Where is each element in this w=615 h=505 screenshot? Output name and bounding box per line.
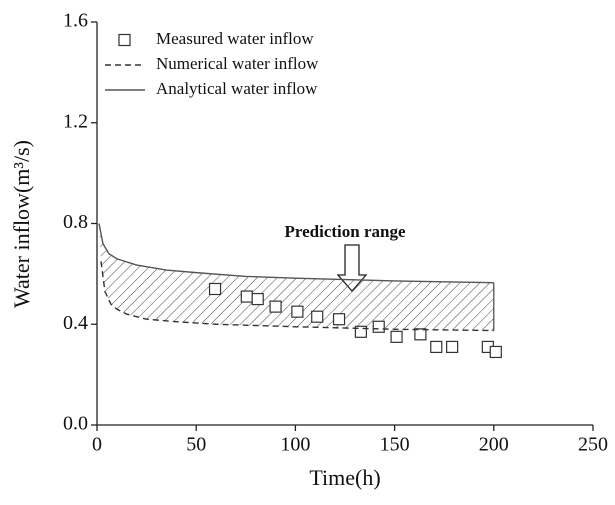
legend-label: Numerical water inflow (156, 54, 319, 73)
measured-point (240, 290, 253, 303)
measured-point (332, 313, 346, 326)
y-tick-label: 1.6 (63, 10, 88, 32)
prediction-area (98, 223, 494, 331)
y-tick-label: 0.0 (63, 413, 88, 435)
series-line (98, 223, 494, 284)
x-tick-label: 50 (186, 434, 206, 456)
annotation: Prediction range (284, 222, 405, 241)
measured-point (354, 325, 367, 338)
measured-point (208, 282, 222, 296)
x-tick-label: 100 (280, 434, 310, 456)
measured-point (430, 340, 443, 354)
measured-point (311, 310, 324, 323)
measured-point (372, 320, 385, 333)
x-tick-label: 200 (479, 434, 509, 456)
y-tick-label: 1.2 (63, 110, 88, 132)
measured-point (414, 328, 427, 341)
legend-label: Measured water inflow (156, 29, 314, 48)
y-tick-label: 0.4 (63, 312, 88, 334)
y-tick-label: 0.8 (63, 211, 88, 233)
measured-point (390, 330, 403, 343)
legend-label: Analytical water inflow (156, 79, 318, 98)
legend-marker (118, 33, 131, 47)
x-tick-label: 150 (380, 434, 410, 456)
x-tick-label: 0 (92, 434, 102, 456)
measured-point (269, 300, 282, 313)
x-axis-label: Time(h) (309, 465, 380, 490)
x-tick-label: 250 (578, 434, 608, 456)
measured-point (291, 305, 304, 318)
measured-point (446, 340, 459, 354)
series-line (100, 261, 494, 332)
measured-point (489, 345, 502, 359)
y-axis-label: Water inflow(m³/s) (9, 140, 34, 308)
measured-point (251, 292, 264, 306)
